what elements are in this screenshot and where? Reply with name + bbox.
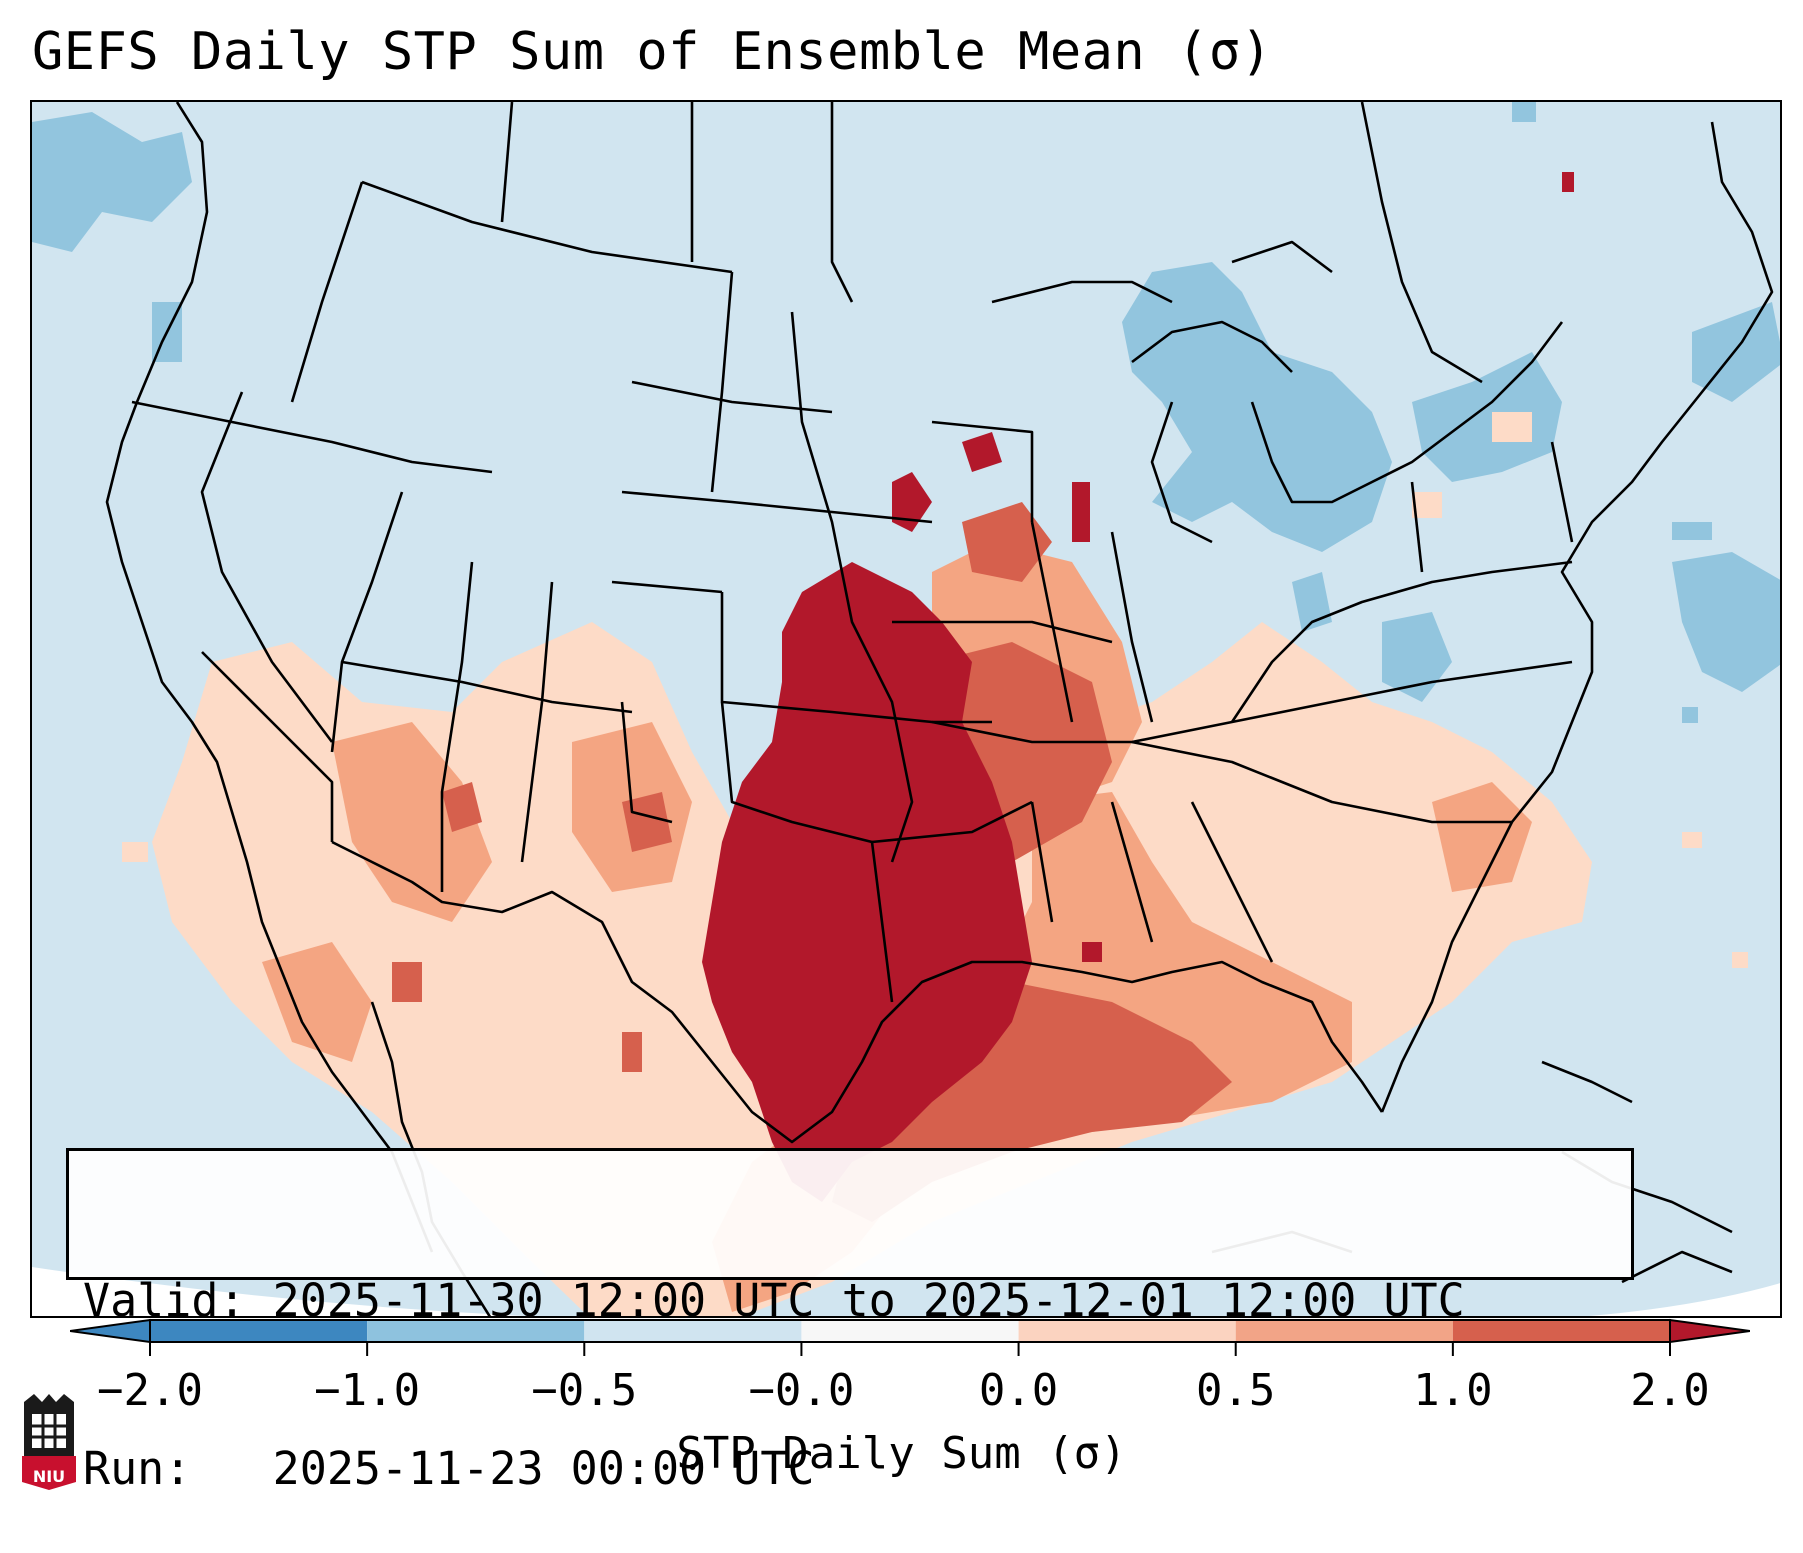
colorbar-label: STP Daily Sum (σ) bbox=[676, 1428, 1127, 1479]
valid-label: Valid: bbox=[83, 1274, 246, 1327]
colorbar-segment bbox=[801, 1320, 1019, 1342]
colorbar-segment bbox=[1452, 1320, 1670, 1342]
niu-logo-text: NIU bbox=[32, 1467, 66, 1486]
niu-logo-icon bbox=[22, 1394, 76, 1490]
map-panel bbox=[30, 100, 1782, 1318]
run-label: Run: bbox=[83, 1442, 246, 1495]
colorbar-tick-label: 1.0 bbox=[1413, 1365, 1493, 1416]
boundary-lines bbox=[105, 102, 1774, 1316]
colorbar-extend-low bbox=[70, 1318, 151, 1344]
colorbar-segment bbox=[150, 1320, 368, 1342]
colorbar-segment bbox=[1018, 1320, 1236, 1342]
run-time-value: 2025-11-23 00:00 UTC bbox=[272, 1442, 815, 1495]
colorbar-outline bbox=[149, 1319, 1671, 1343]
colorbar-segment bbox=[584, 1320, 802, 1342]
colorbar-tick-label: 0.5 bbox=[1195, 1365, 1276, 1416]
colorbar-segment bbox=[1235, 1320, 1453, 1342]
map-title: GEFS Daily STP Sum of Ensemble Mean (σ) bbox=[32, 22, 1273, 82]
negative-anomaly-cells bbox=[32, 102, 1780, 723]
valid-run-info-box: Valid: 2025-11-30 12:00 UTC to 2025-12-0… bbox=[66, 1148, 1634, 1495]
map-canvas bbox=[32, 102, 1780, 1316]
niu-logo: NIU bbox=[20, 1392, 78, 1490]
colorbar bbox=[70, 1318, 1750, 1356]
colorbar-tick-label: −0.0 bbox=[748, 1365, 855, 1416]
valid-time-line: Valid: 2025-11-30 12:00 UTC to 2025-12-0… bbox=[83, 1273, 1617, 1329]
colorbar-tick-label: 2.0 bbox=[1630, 1365, 1710, 1416]
colorbar-tick-label: −1.0 bbox=[314, 1365, 421, 1416]
colorbar-tick-label: 0.0 bbox=[978, 1365, 1059, 1416]
run-time-line: Run: 2025-11-23 00:00 UTC bbox=[83, 1441, 1617, 1497]
projection-edge-left bbox=[32, 1267, 526, 1316]
colorbar-tick-label: −2.0 bbox=[97, 1365, 203, 1416]
colorbar-tick-label: −0.5 bbox=[531, 1365, 638, 1416]
projection-edge-right bbox=[1589, 1283, 1780, 1316]
valid-time-value: 2025-11-30 12:00 UTC to 2025-12-01 12:00… bbox=[272, 1274, 1465, 1327]
colorbar-segment bbox=[367, 1320, 585, 1342]
colorbar-extend-high bbox=[1669, 1318, 1750, 1344]
